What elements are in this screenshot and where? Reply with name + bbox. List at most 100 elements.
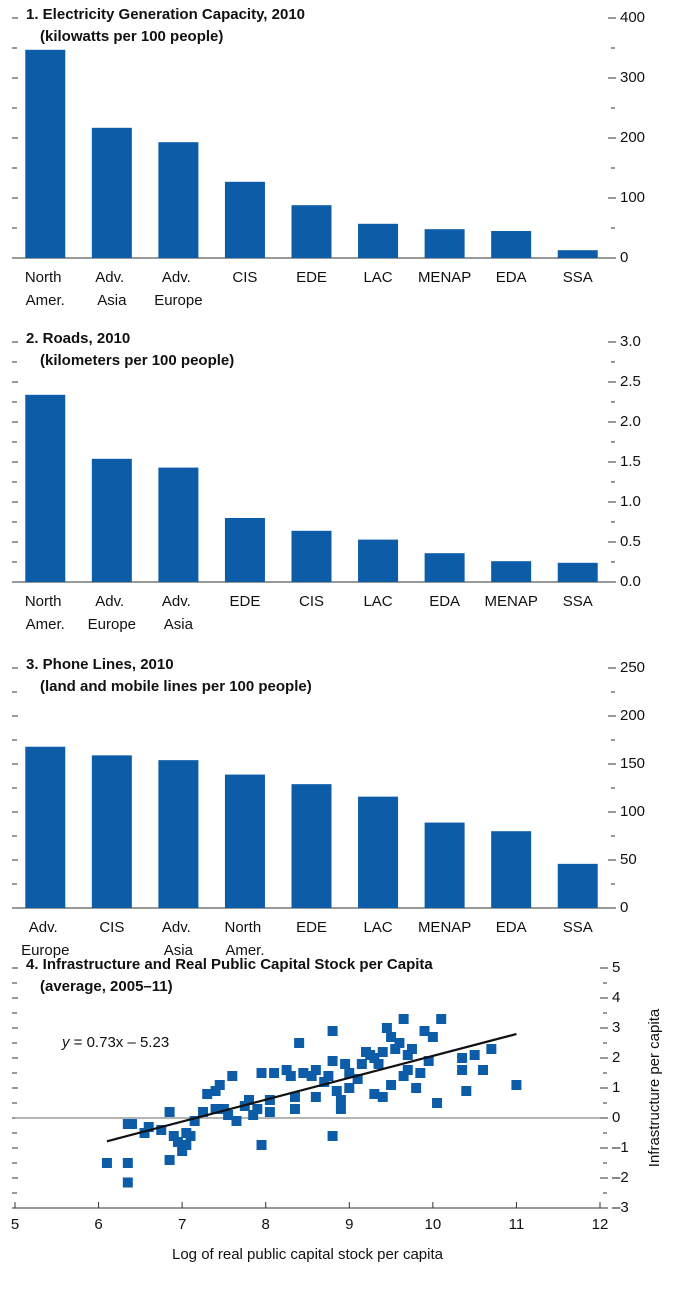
x-tick-label: CIS	[99, 919, 124, 936]
bar	[25, 746, 66, 908]
point	[381, 1023, 392, 1033]
bar	[25, 49, 66, 258]
bar	[424, 822, 465, 908]
y-tick-label: 0	[620, 899, 628, 916]
point	[185, 1131, 196, 1141]
point	[352, 1074, 363, 1084]
x-tick-label: 10	[425, 1216, 442, 1233]
point	[377, 1047, 388, 1057]
point	[340, 1059, 351, 1069]
bar	[358, 539, 399, 582]
y-tick-label: 1	[612, 1079, 620, 1096]
point	[369, 1053, 380, 1063]
point	[394, 1038, 405, 1048]
x-tick-label: Adv. Europe	[21, 919, 69, 959]
y-tick-label: 250	[620, 659, 645, 676]
point	[177, 1146, 188, 1156]
chart-subtitle: (average, 2005–11)	[40, 978, 173, 995]
point	[164, 1155, 175, 1165]
bar	[358, 796, 399, 908]
point	[139, 1128, 150, 1138]
point	[327, 1026, 338, 1036]
y-tick-label: 150	[620, 755, 645, 772]
bar	[424, 553, 465, 582]
point	[218, 1104, 229, 1114]
point	[327, 1131, 338, 1141]
x-tick-label: LAC	[363, 269, 392, 286]
point	[101, 1158, 112, 1168]
bar	[91, 458, 132, 582]
point	[398, 1071, 409, 1081]
x-tick-label: Adv. Asia	[162, 919, 195, 959]
bar	[224, 181, 265, 258]
point	[331, 1086, 342, 1096]
point	[469, 1050, 480, 1060]
bar	[91, 127, 132, 258]
x-tick-label: 7	[178, 1216, 186, 1233]
chart-title: 3. Phone Lines, 2010	[26, 656, 174, 673]
y-tick-label: 4	[612, 989, 620, 1006]
x-tick-label: EDA	[429, 593, 460, 610]
x-tick-label: Adv. Europe	[154, 269, 202, 309]
point	[457, 1053, 468, 1063]
x-tick-label: 11	[509, 1216, 525, 1233]
bar	[25, 394, 66, 582]
point	[248, 1110, 259, 1120]
x-tick-label: EDE	[296, 269, 327, 286]
point	[310, 1065, 321, 1075]
y-tick-label: –1	[612, 1139, 629, 1156]
point	[373, 1059, 384, 1069]
point	[432, 1098, 443, 1108]
point	[415, 1068, 426, 1078]
point	[386, 1032, 397, 1042]
annotation: y = 0.73x – 5.23	[61, 1034, 169, 1051]
x-tick-label: MENAP	[418, 919, 471, 936]
point	[344, 1068, 355, 1078]
bar	[557, 562, 598, 582]
point	[256, 1068, 267, 1078]
point	[198, 1107, 209, 1117]
x-tick-label: MENAP	[484, 593, 537, 610]
point	[306, 1071, 317, 1081]
point	[143, 1122, 154, 1132]
y-tick-label: –3	[612, 1199, 629, 1216]
y-tick-label: 1.5	[620, 453, 641, 470]
x-tick-label: Adv. Europe	[88, 593, 136, 633]
chart-title: 4. Infrastructure and Real Public Capita…	[26, 956, 433, 973]
point	[369, 1089, 380, 1099]
point	[244, 1095, 254, 1105]
point	[122, 1177, 133, 1188]
y-tick-label: 1.0	[620, 493, 641, 510]
bar	[358, 223, 399, 258]
bar	[291, 784, 332, 908]
point	[478, 1065, 488, 1075]
x-tick-label: 5	[11, 1216, 19, 1233]
bar	[158, 467, 199, 582]
chart-subtitle: (land and mobile lines per 100 people)	[40, 678, 312, 695]
point	[269, 1068, 280, 1078]
point	[164, 1107, 175, 1117]
point	[457, 1065, 468, 1075]
point	[511, 1080, 522, 1090]
point	[390, 1044, 401, 1054]
point	[264, 1095, 275, 1105]
point	[252, 1104, 263, 1114]
point	[127, 1119, 137, 1129]
y-tick-label: 2	[612, 1049, 620, 1066]
point	[327, 1056, 338, 1066]
x-axis-label: Log of real public capital stock per cap…	[172, 1246, 444, 1263]
point	[214, 1080, 225, 1090]
x-tick-label: SSA	[563, 269, 593, 286]
point	[210, 1086, 221, 1096]
y-tick-label: 0.5	[620, 533, 641, 550]
point	[406, 1044, 417, 1054]
x-tick-label: EDE	[296, 919, 327, 936]
x-tick-label: 9	[345, 1216, 353, 1233]
point	[122, 1158, 133, 1168]
x-tick-label: MENAP	[418, 269, 471, 286]
x-tick-label: North Amer.	[225, 919, 266, 959]
point	[227, 1071, 238, 1081]
point	[419, 1026, 430, 1036]
x-tick-label: North Amer.	[25, 269, 66, 309]
bar	[291, 205, 332, 258]
